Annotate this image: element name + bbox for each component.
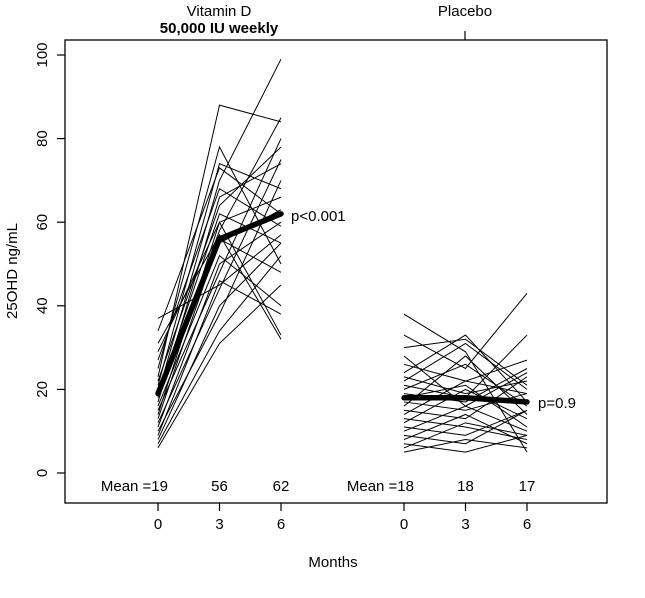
subject-line: [157, 221, 282, 428]
subject-line: [403, 342, 528, 390]
subject-line: [157, 163, 282, 386]
x-tick-label: 3: [461, 516, 469, 533]
subject-line: [403, 422, 528, 449]
mean-row-label: 17: [519, 478, 536, 495]
x-tick-label: 0: [400, 516, 408, 533]
y-tick-label: 0: [34, 469, 51, 477]
subject-line: [403, 338, 528, 386]
subject-line: [403, 292, 528, 370]
subject-line: [403, 376, 528, 420]
subject-line: [157, 254, 282, 407]
subject-line: [157, 242, 282, 440]
group-title-vitamin-d: Vitamin D: [187, 3, 252, 20]
mean-row-label: 62: [273, 478, 290, 495]
mean-row-label: Mean =19: [101, 478, 168, 495]
subject-line: [157, 146, 282, 382]
group-subtitle-dose: 50,000 IU weekly: [160, 20, 279, 37]
subject-line: [403, 359, 528, 382]
mean-line: [401, 395, 530, 405]
subject-line: [157, 280, 282, 436]
x-tick-label: 0: [154, 516, 162, 533]
subject-line: [403, 334, 528, 403]
y-axis-label: 25OHD ng/mL: [4, 223, 21, 319]
mean-row-labels: Mean =19 56 62 Mean =18 18 17: [101, 478, 535, 495]
subject-line: [403, 376, 528, 395]
x-tick-label: 3: [215, 516, 223, 533]
subject-line: [157, 104, 282, 377]
subject-line: [403, 418, 528, 441]
subject-line: [157, 234, 282, 319]
plot-box: [64, 39, 608, 504]
p-value-vitamin-d: p<0.001: [291, 208, 346, 225]
mean-row-label: 56: [211, 478, 228, 495]
y-tick-label: 40: [34, 297, 51, 314]
subject-line: [403, 434, 528, 453]
subject-line: [157, 167, 282, 332]
y-axis-ticks: 0 20 40 60 80 100: [34, 42, 65, 477]
subject-line: [403, 384, 528, 428]
p-value-placebo: p=0.9: [538, 395, 576, 412]
x-tick-label: 6: [277, 516, 285, 533]
y-tick-label: 20: [34, 381, 51, 398]
x-axis-label: Months: [308, 554, 357, 571]
y-tick-label: 100: [34, 42, 51, 67]
subject-lines: [157, 58, 528, 453]
x-axis-ticks: 0 3 6 0 3 6: [154, 503, 531, 533]
mean-row-label: Mean =18: [347, 478, 414, 495]
subject-line: [157, 221, 282, 352]
y-tick-label: 60: [34, 214, 51, 231]
subject-line: [403, 388, 528, 424]
subject-line: [157, 159, 282, 424]
subject-line: [403, 439, 528, 453]
subject-line: [403, 413, 528, 445]
subject-line: [157, 138, 282, 411]
x-tick-label: 6: [523, 516, 531, 533]
mean-lines: [155, 211, 530, 405]
subject-line: [403, 409, 528, 445]
y-tick-label: 80: [34, 130, 51, 147]
subject-line: [157, 213, 282, 394]
subject-line: [157, 255, 282, 444]
mean-line: [155, 211, 284, 397]
mean-row-label: 18: [457, 478, 474, 495]
subject-line: [403, 363, 528, 407]
subject-line: [403, 313, 528, 453]
group-title-placebo: Placebo: [438, 3, 492, 20]
subject-line: [403, 355, 528, 407]
subject-line: [157, 188, 282, 361]
